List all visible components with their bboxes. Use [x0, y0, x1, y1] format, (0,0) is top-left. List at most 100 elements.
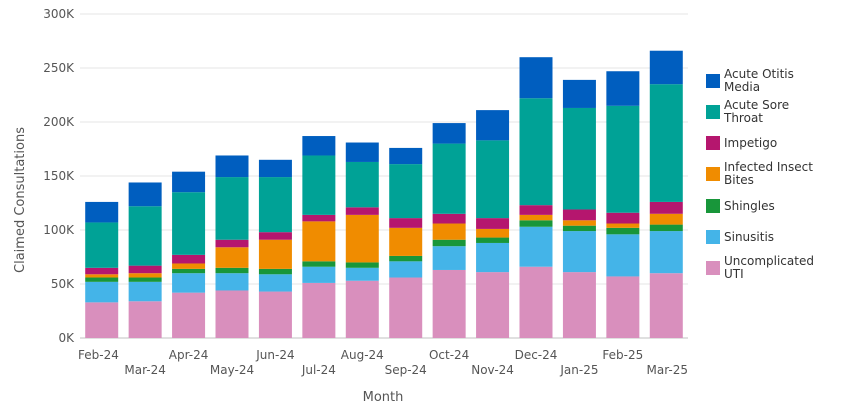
bar-segment[interactable]	[302, 214, 336, 222]
bar-segment[interactable]	[649, 273, 683, 338]
bar-segment[interactable]	[476, 272, 510, 338]
bar-segment[interactable]	[172, 254, 206, 264]
bar-segment[interactable]	[85, 277, 119, 282]
bar-segment[interactable]	[389, 218, 423, 228]
bar-segment[interactable]	[215, 273, 249, 291]
bar-segment[interactable]	[258, 232, 292, 240]
bar-segment[interactable]	[128, 265, 162, 274]
bar-segment[interactable]	[432, 223, 466, 240]
bar-segment[interactable]	[302, 282, 336, 338]
bar-segment[interactable]	[606, 276, 640, 338]
bar-segment[interactable]	[345, 207, 379, 215]
bar-segment[interactable]	[649, 84, 683, 202]
legend-item[interactable]: Sinusitis	[706, 230, 774, 244]
bar-segment[interactable]	[258, 291, 292, 338]
bar-segment[interactable]	[519, 226, 553, 267]
bar-segment[interactable]	[562, 225, 596, 232]
bar-segment[interactable]	[476, 228, 510, 238]
bar-segment[interactable]	[649, 213, 683, 225]
bar-segment[interactable]	[215, 155, 249, 178]
bar-segment[interactable]	[258, 268, 292, 275]
bar-segment[interactable]	[562, 107, 596, 210]
bar-segment[interactable]	[606, 234, 640, 277]
bar-segment[interactable]	[476, 242, 510, 273]
bar-segment[interactable]	[345, 161, 379, 208]
bar-segment[interactable]	[389, 277, 423, 338]
bar-segment[interactable]	[562, 231, 596, 273]
bar-segment[interactable]	[128, 301, 162, 338]
bar-segment[interactable]	[215, 267, 249, 274]
bar-segment[interactable]	[345, 262, 379, 268]
bar-segment[interactable]	[519, 57, 553, 99]
bar-segment[interactable]	[649, 231, 683, 274]
legend-item[interactable]: Impetigo	[706, 136, 777, 150]
bar-segment[interactable]	[432, 239, 466, 247]
bar-segment[interactable]	[519, 205, 553, 215]
bar-segment[interactable]	[606, 71, 640, 106]
bar-segment[interactable]	[606, 105, 640, 213]
bar-segment[interactable]	[476, 140, 510, 219]
bar-segment[interactable]	[85, 302, 119, 338]
bar-segment[interactable]	[172, 292, 206, 338]
bar-segment[interactable]	[389, 227, 423, 256]
bar-segment[interactable]	[519, 98, 553, 206]
bar-segment[interactable]	[345, 214, 379, 263]
bar-segment[interactable]	[606, 223, 640, 228]
bar-segment[interactable]	[258, 177, 292, 233]
bar-segment[interactable]	[302, 261, 336, 267]
bar-segment[interactable]	[128, 182, 162, 207]
bar-segment[interactable]	[172, 171, 206, 193]
bar-segment[interactable]	[649, 201, 683, 214]
bar-segment[interactable]	[476, 110, 510, 141]
bar-segment[interactable]	[258, 274, 292, 292]
bar-segment[interactable]	[128, 206, 162, 266]
bar-segment[interactable]	[258, 239, 292, 269]
bar-segment[interactable]	[562, 272, 596, 338]
bar-segment[interactable]	[389, 147, 423, 165]
bar-segment[interactable]	[215, 177, 249, 240]
bar-segment[interactable]	[85, 274, 119, 278]
bar-segment[interactable]	[172, 273, 206, 293]
bar-segment[interactable]	[432, 123, 466, 144]
bar-segment[interactable]	[215, 290, 249, 338]
bar-segment[interactable]	[85, 267, 119, 275]
bar-segment[interactable]	[519, 214, 553, 221]
bar-segment[interactable]	[562, 79, 596, 108]
bar-segment[interactable]	[389, 261, 423, 278]
bar-segment[interactable]	[302, 221, 336, 262]
bar-segment[interactable]	[128, 281, 162, 302]
bar-segment[interactable]	[389, 255, 423, 262]
bar-segment[interactable]	[606, 227, 640, 235]
bar-segment[interactable]	[345, 280, 379, 338]
bar-segment[interactable]	[302, 155, 336, 215]
bar-segment[interactable]	[432, 213, 466, 224]
bar-segment[interactable]	[562, 220, 596, 226]
bar-segment[interactable]	[172, 263, 206, 269]
bar-segment[interactable]	[649, 224, 683, 232]
bar-segment[interactable]	[172, 268, 206, 274]
bar-segment[interactable]	[85, 201, 119, 223]
bar-segment[interactable]	[476, 237, 510, 243]
bar-segment[interactable]	[432, 246, 466, 270]
bar-segment[interactable]	[519, 220, 553, 227]
bar-segment[interactable]	[258, 159, 292, 178]
bar-segment[interactable]	[345, 267, 379, 281]
bar-segment[interactable]	[172, 192, 206, 255]
bar-segment[interactable]	[215, 239, 249, 248]
bar-segment[interactable]	[432, 269, 466, 338]
bar-segment[interactable]	[128, 277, 162, 282]
bar-segment[interactable]	[215, 247, 249, 268]
bar-segment[interactable]	[85, 281, 119, 303]
bar-segment[interactable]	[302, 136, 336, 156]
bar-segment[interactable]	[606, 212, 640, 224]
bar-segment[interactable]	[476, 218, 510, 229]
bar-segment[interactable]	[128, 273, 162, 278]
bar-segment[interactable]	[389, 164, 423, 219]
bar-segment[interactable]	[562, 209, 596, 221]
bar-segment[interactable]	[432, 143, 466, 214]
bar-segment[interactable]	[302, 266, 336, 283]
